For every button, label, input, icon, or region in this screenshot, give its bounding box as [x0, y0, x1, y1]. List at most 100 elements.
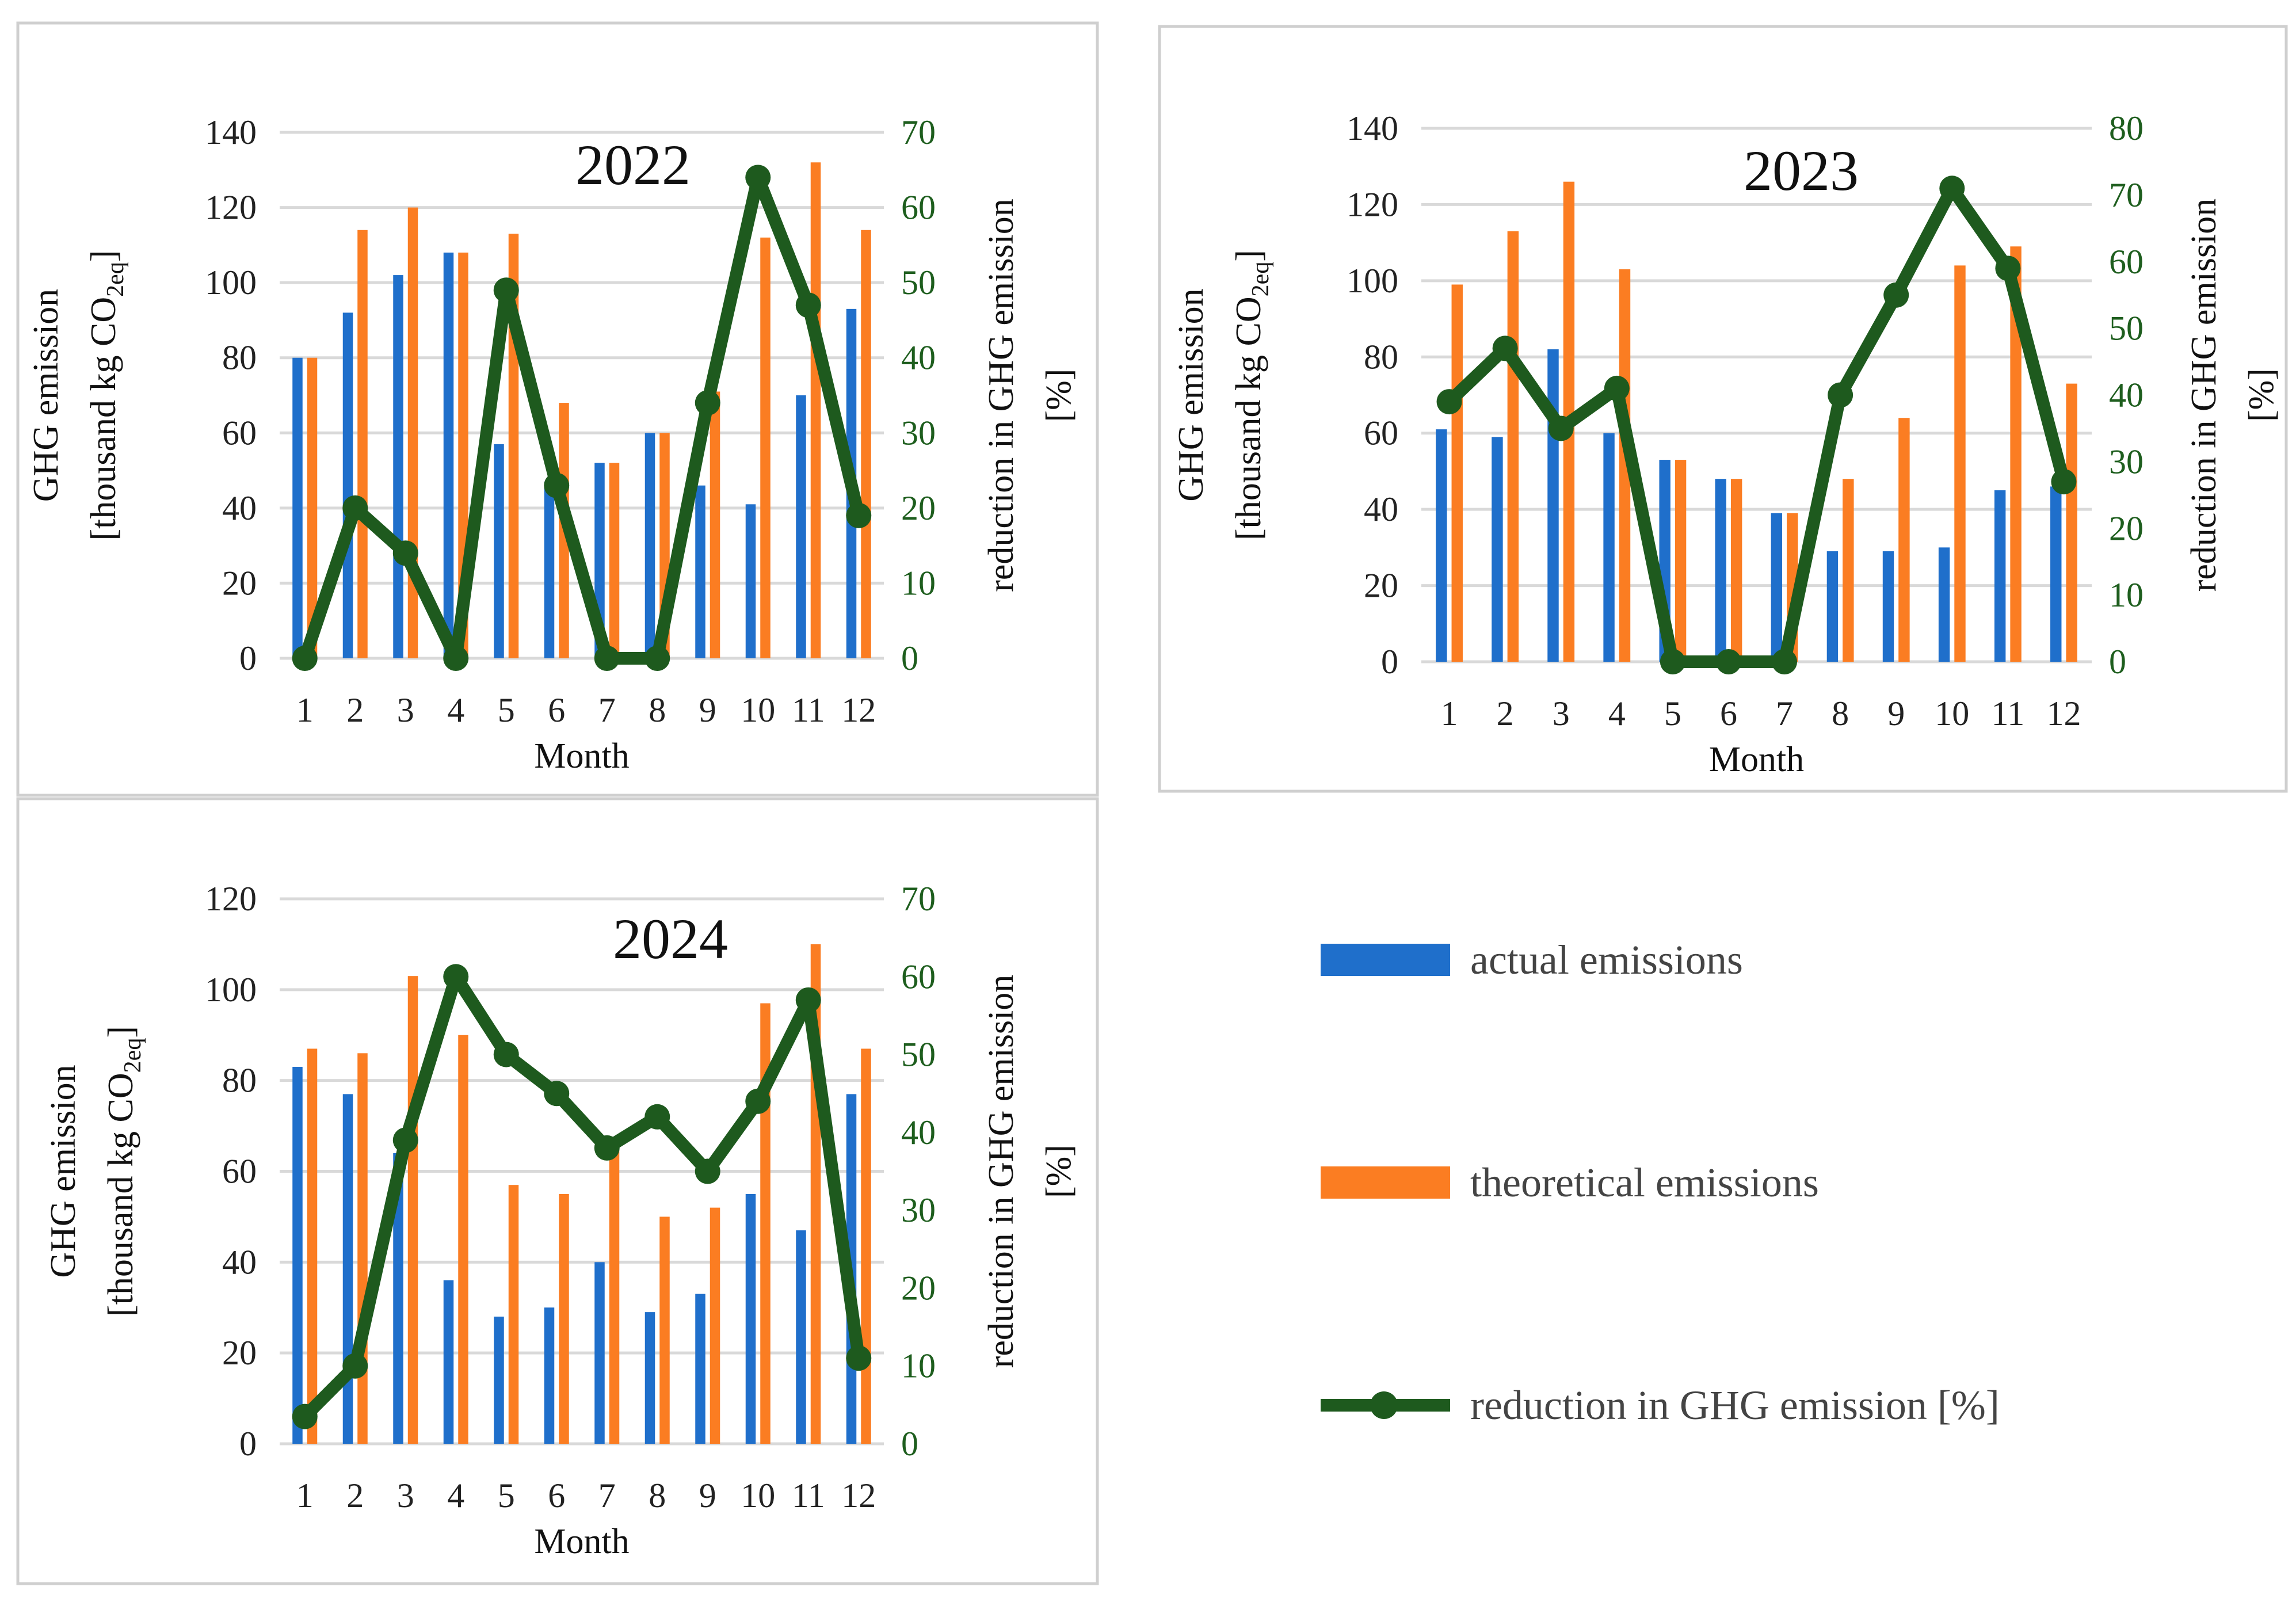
x-tick-label: 8	[649, 1477, 666, 1515]
y2-tick-label: 70	[901, 880, 936, 918]
bar-actual-emissions	[745, 504, 756, 658]
y-axis-title-line1: GHG emission	[26, 289, 66, 502]
bar-theoretical-emissions	[407, 207, 418, 659]
bar-actual-emissions	[594, 1262, 605, 1444]
bar-actual-emissions	[1603, 433, 1615, 662]
bar-theoretical-emissions	[710, 391, 720, 658]
y-tick-label: 120	[1347, 185, 1398, 223]
y2-tick-label: 10	[901, 564, 936, 602]
bar-actual-emissions	[544, 1307, 555, 1444]
bar-theoretical-emissions	[710, 1207, 720, 1444]
bar-actual-emissions	[494, 1317, 504, 1444]
y-tick-label: 20	[1364, 567, 1398, 605]
bar-actual-emissions	[1715, 479, 1726, 662]
x-tick-label: 6	[1720, 695, 1737, 733]
y2-axis-title-line2: [%]	[2242, 368, 2281, 422]
x-tick-label: 3	[397, 691, 414, 729]
x-tick-label: 11	[792, 691, 825, 729]
x-tick-label: 11	[792, 1477, 825, 1515]
bar-theoretical-emissions	[810, 162, 821, 658]
bar-theoretical-emissions	[1843, 479, 1854, 662]
x-tick-label: 5	[498, 1477, 515, 1515]
y2-tick-label: 0	[901, 1425, 918, 1463]
bar-theoretical-emissions	[1451, 284, 1463, 662]
bar-theoretical-emissions	[307, 357, 318, 658]
y-axis-title-subscript: 2eq	[1248, 262, 1274, 297]
reduction-marker	[846, 502, 872, 528]
x-tick-label: 5	[498, 691, 515, 729]
y-axis-title-end: ]	[101, 1026, 140, 1038]
y-tick-label: 120	[205, 880, 257, 918]
x-tick-label: 7	[1776, 695, 1793, 733]
y-axis-title-subscript: 2eq	[102, 262, 129, 297]
y2-tick-label: 20	[901, 1269, 936, 1307]
chart-frame	[16, 21, 1099, 797]
legend-swatch-actual	[1321, 944, 1450, 976]
bar-actual-emissions	[796, 395, 806, 658]
bar-actual-emissions	[292, 1066, 303, 1444]
reduction-marker	[392, 540, 418, 566]
y-axis-title-line2: [thousand kg CO2eq]	[84, 250, 129, 541]
y2-tick-label: 0	[901, 639, 918, 677]
bar-actual-emissions	[443, 252, 454, 658]
reduction-marker	[443, 646, 469, 671]
bar-theoretical-emissions	[357, 1053, 368, 1444]
reduction-marker	[846, 1345, 872, 1371]
bar-theoretical-emissions	[458, 1035, 468, 1444]
x-tick-label: 4	[447, 691, 464, 729]
legend-label: theoretical emissions	[1470, 1160, 1819, 1206]
y-axis-title-main: [thousand kg CO	[1229, 296, 1268, 540]
y2-axis-title-line2: [%]	[1039, 369, 1078, 422]
legend-label: actual emissions	[1470, 937, 1743, 983]
reduction-marker	[695, 390, 720, 416]
reduction-marker	[745, 165, 771, 190]
y-tick-label: 140	[1347, 109, 1398, 147]
y-axis-title-line2: [thousand kg CO2eq]	[101, 1026, 146, 1317]
x-tick-label: 11	[1991, 695, 2024, 733]
y-tick-label: 140	[205, 113, 257, 151]
y2-tick-label: 60	[901, 189, 936, 227]
reduction-marker	[544, 472, 570, 498]
reduction-marker	[1492, 335, 1518, 361]
y-axis-title-line2: [thousand kg CO2eq]	[1229, 250, 1274, 540]
bar-theoretical-emissions	[2010, 246, 2022, 662]
y-tick-label: 20	[222, 1334, 257, 1372]
bar-actual-emissions	[393, 275, 403, 659]
bar-theoretical-emissions	[2066, 383, 2077, 662]
x-tick-label: 5	[1664, 695, 1681, 733]
y-tick-label: 60	[222, 414, 257, 452]
bar-theoretical-emissions	[357, 230, 368, 658]
bar-theoretical-emissions	[508, 1185, 519, 1444]
bar-actual-emissions	[2050, 486, 2062, 662]
bar-theoretical-emissions	[1675, 460, 1687, 662]
x-axis-title: Month	[534, 737, 629, 776]
y-axis-title-end: ]	[84, 250, 123, 262]
x-tick-label: 7	[598, 691, 616, 729]
reduction-marker	[1548, 415, 1574, 441]
bar-actual-emissions	[1938, 547, 1950, 662]
bar-actual-emissions	[745, 1193, 756, 1444]
y2-tick-label: 50	[901, 1036, 936, 1074]
reduction-line	[1444, 182, 2070, 668]
y-tick-label: 120	[205, 189, 257, 227]
y2-tick-label: 0	[2109, 643, 2126, 681]
y2-tick-label: 10	[2109, 576, 2144, 614]
x-tick-label: 4	[447, 1477, 464, 1515]
bar-theoretical-emissions	[407, 976, 418, 1444]
bar-actual-emissions	[1547, 349, 1559, 662]
bar-actual-emissions	[292, 357, 303, 658]
x-tick-label: 2	[1497, 695, 1514, 733]
x-tick-label: 2	[346, 1477, 364, 1515]
x-tick-label: 10	[1935, 695, 1969, 733]
bar-theoretical-emissions	[760, 1003, 771, 1444]
y2-tick-label: 70	[2109, 176, 2144, 214]
bar-actual-emissions	[494, 444, 504, 658]
x-tick-label: 1	[296, 1477, 314, 1515]
x-tick-label: 7	[598, 1477, 616, 1515]
x-tick-label: 8	[649, 691, 666, 729]
y-tick-label: 100	[205, 971, 257, 1009]
y-axis-title-main: [thousand kg CO	[101, 1073, 140, 1317]
bar-theoretical-emissions	[307, 1048, 318, 1444]
